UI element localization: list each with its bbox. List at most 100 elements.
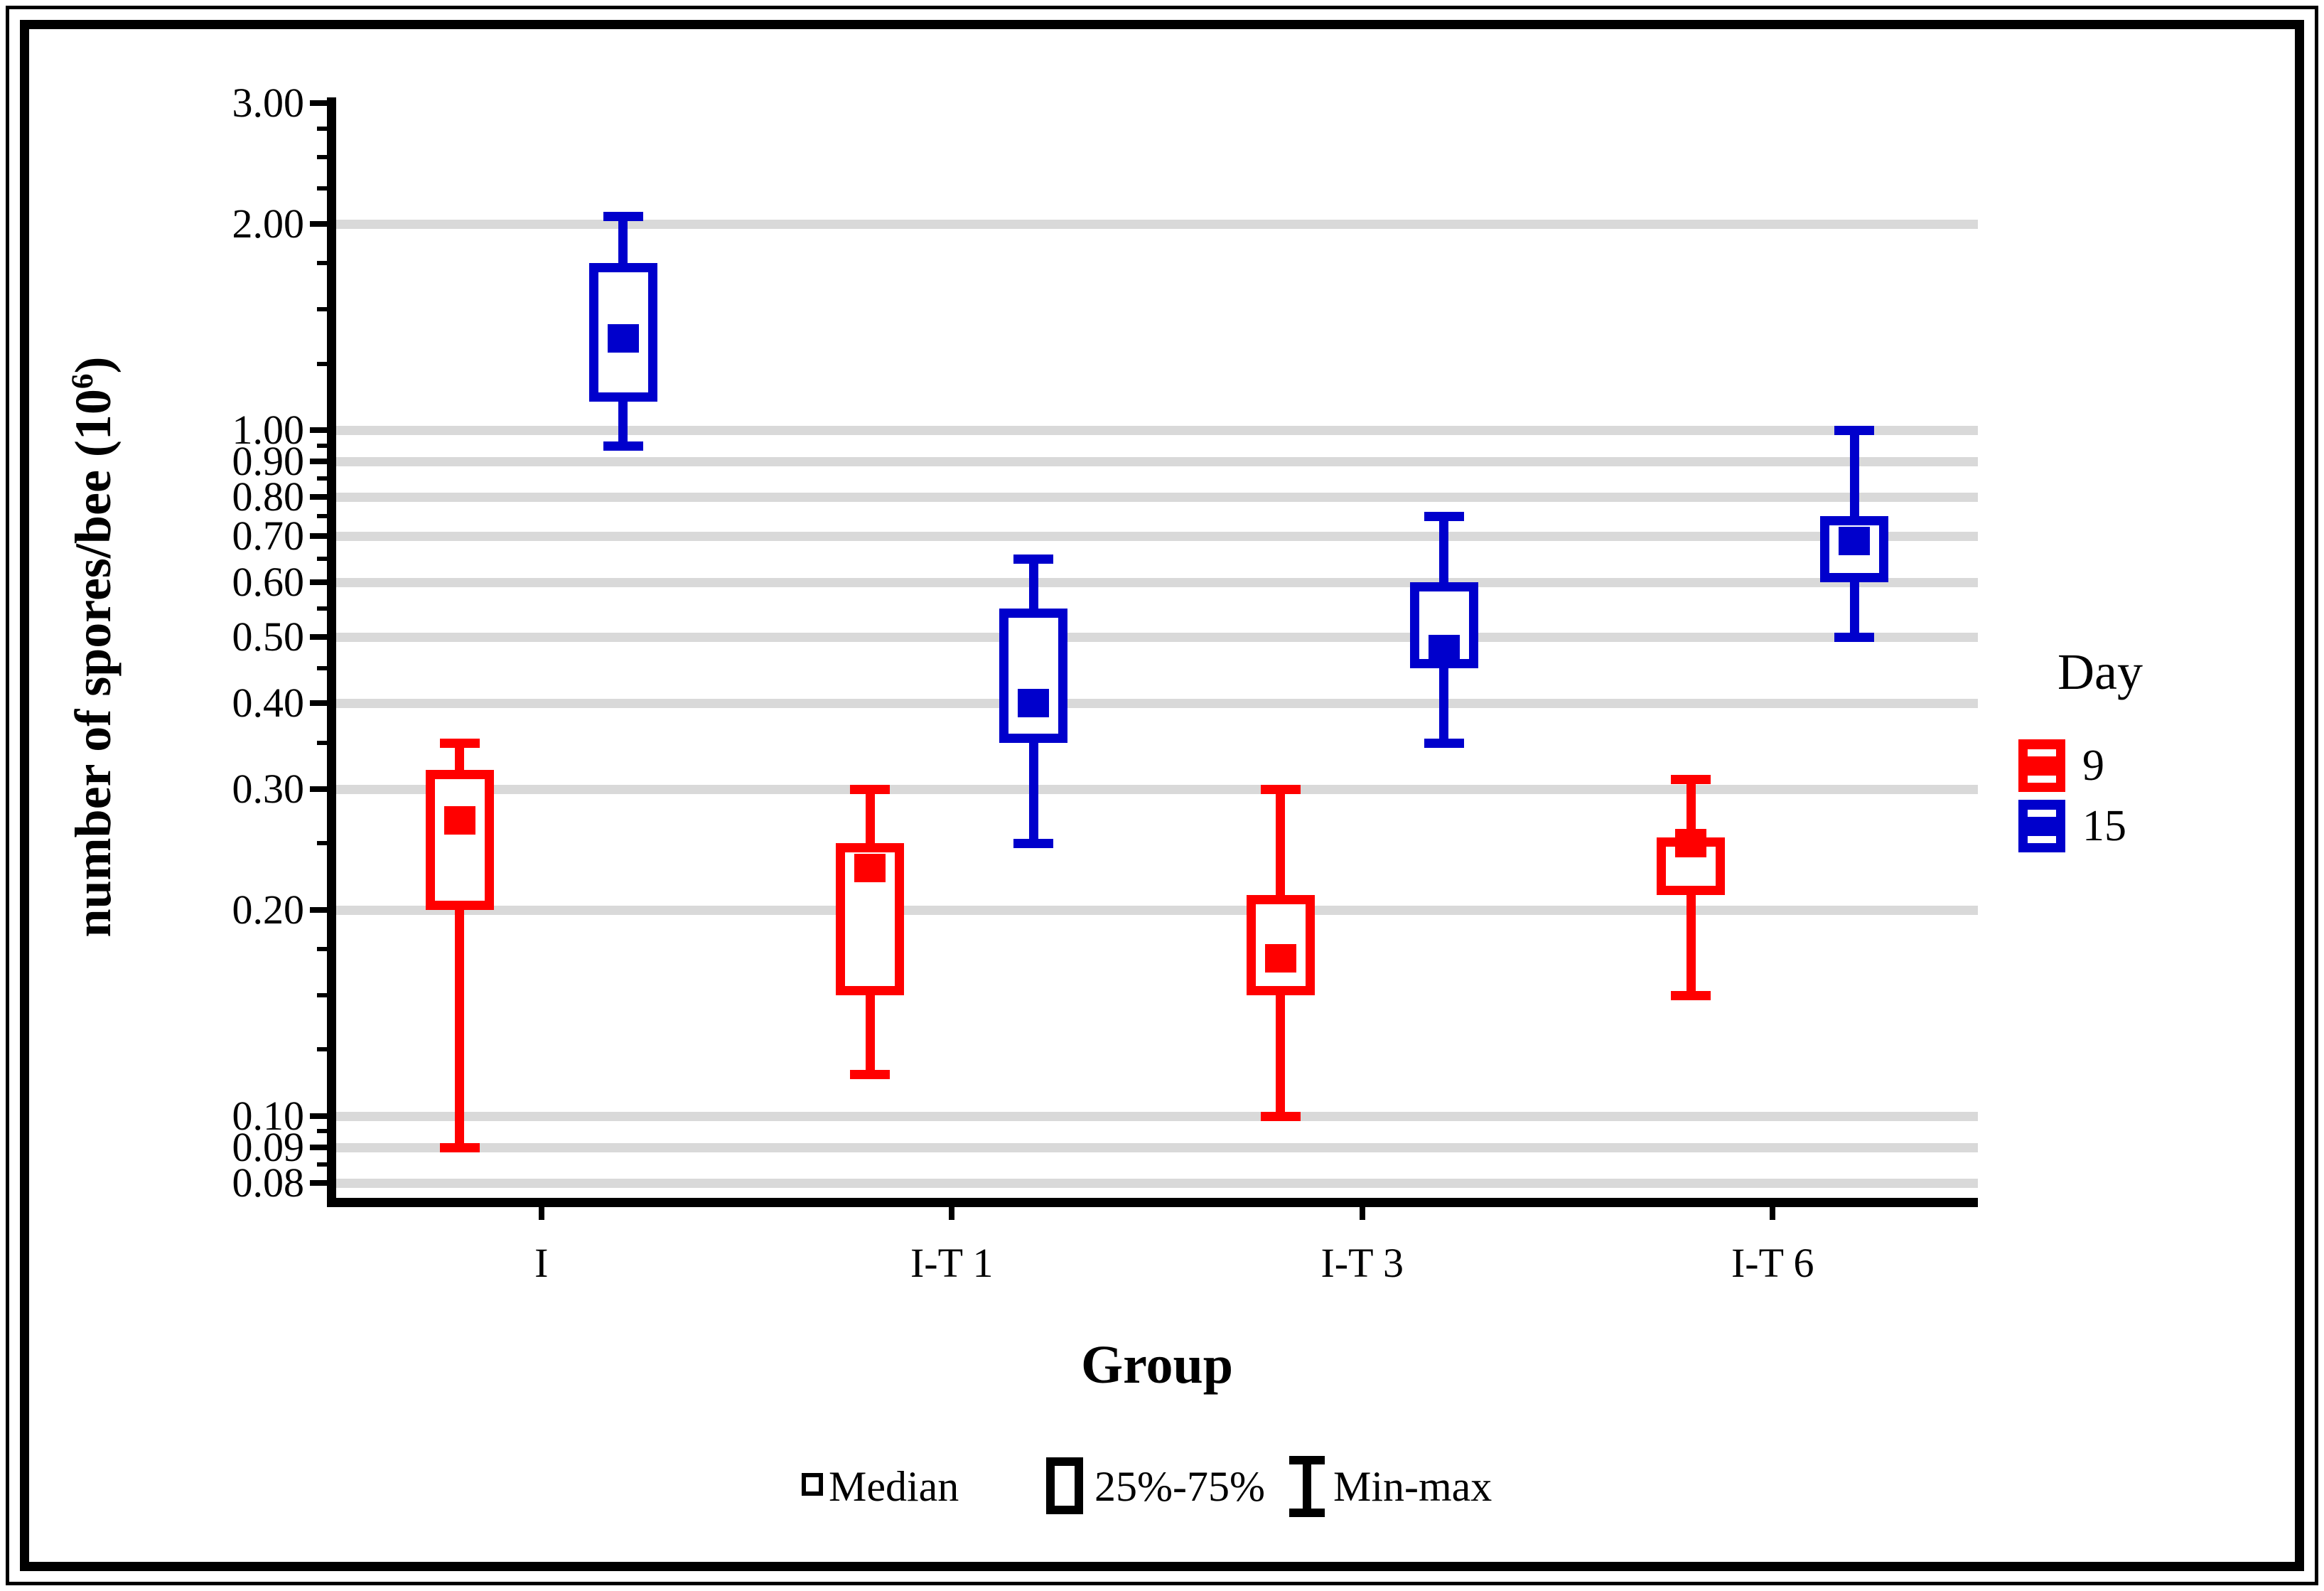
y-minor-tick: [317, 476, 327, 481]
x-axis-title: Group: [1080, 1335, 1233, 1395]
whisker-max-cap-day9-I: [439, 738, 480, 748]
whisker-min-cap-day15-I-T3: [1424, 738, 1464, 748]
chart-border: [20, 20, 2304, 1571]
whisker-max-cap-day9-I-T1: [850, 784, 891, 794]
y-major-tick: [310, 1179, 327, 1186]
x-tick: [1770, 1207, 1776, 1220]
median-marker-day15-I-T3: [1428, 634, 1460, 663]
iqr-box-day15-I-T3: [1409, 582, 1478, 668]
whisker-max-cap-day9-I-T3: [1260, 784, 1301, 794]
gridline: [336, 492, 1978, 502]
y-minor-tick: [317, 443, 327, 448]
median-marker-icon: [802, 1473, 823, 1496]
x-category-label: I: [534, 1240, 549, 1286]
y-minor-tick: [317, 513, 327, 518]
y-minor-tick: [317, 606, 327, 611]
y-axis-title-close: ): [65, 356, 122, 374]
y-minor-tick: [317, 261, 327, 266]
x-axis-line: [327, 1198, 1978, 1207]
gridline: [336, 632, 1978, 642]
legend-swatch-box-mark-icon: [2028, 836, 2056, 843]
y-minor-tick: [317, 186, 327, 191]
whisker-max-cap-day9-I-T6: [1671, 774, 1711, 784]
y-minor-tick: [317, 1129, 327, 1134]
gridline: [336, 699, 1978, 709]
median-marker-day9-I-T1: [854, 853, 886, 882]
y-tick-label: 0.20: [232, 886, 305, 933]
x-category-label: I-T 1: [910, 1240, 994, 1286]
y-tick-label: 1.00: [232, 407, 305, 454]
y-major-tick: [310, 633, 327, 640]
iqr-box-day15-I-T1: [999, 608, 1068, 743]
median-marker-day9-I-T3: [1264, 943, 1296, 973]
y-major-tick: [310, 1113, 327, 1119]
y-minor-tick: [317, 947, 327, 952]
y-tick-label: 0.08: [232, 1159, 305, 1206]
iqr-box-day9-I-T3: [1246, 895, 1315, 996]
legend-swatch-day15-icon: [2018, 800, 2065, 852]
median-marker-day15-I-T1: [1018, 689, 1050, 718]
whisker-min-cap-day9-I-T6: [1671, 991, 1711, 1001]
y-axis-title-text: number of spores/bee (10: [65, 389, 122, 938]
y-tick-label: 3.00: [232, 79, 305, 126]
y-axis-line: [327, 97, 336, 1207]
whisker-min-cap-day15-I: [603, 441, 643, 451]
y-tick-label: 0.80: [232, 473, 305, 520]
whisker-line: [1303, 1456, 1311, 1517]
y-minor-tick: [317, 127, 327, 132]
whisker-min-cap-day9-I-T1: [850, 1070, 891, 1080]
gridline: [336, 457, 1978, 467]
x-category-label: I-T 3: [1320, 1240, 1404, 1286]
whisker-max-cap-day15-I-T1: [1013, 554, 1054, 564]
legend-title: Day: [2057, 643, 2143, 700]
y-minor-tick: [317, 307, 327, 312]
whisker-max-cap-day15-I-T6: [1834, 426, 1875, 436]
outer-border: [6, 6, 2318, 1585]
x-tick: [949, 1207, 955, 1220]
y-major-tick: [310, 427, 327, 434]
min-max-whisker-icon: [1289, 1456, 1325, 1517]
y-major-tick: [310, 1145, 327, 1151]
legend-label-day9: 9: [2082, 741, 2104, 790]
whisker-min-cap-day15-I-T1: [1013, 838, 1054, 848]
whisker-max-cap-day15-I-T3: [1424, 511, 1464, 521]
median-marker-day9-I-T6: [1675, 828, 1707, 857]
y-minor-tick: [317, 1047, 327, 1052]
median-marker-day15-I: [607, 324, 639, 353]
gridline: [336, 905, 1978, 915]
legend-swatch-day9-icon: [2018, 739, 2065, 792]
iqr-box-day9-I-T6: [1657, 837, 1726, 896]
legend-label-day15: 15: [2082, 802, 2126, 850]
legend-swatch-median-mark-icon: [2028, 810, 2056, 817]
y-major-tick: [310, 579, 327, 586]
gridline: [336, 578, 1978, 588]
y-tick-label: 0.90: [232, 438, 305, 485]
gridline: [336, 532, 1978, 542]
y-major-tick: [310, 100, 327, 106]
minmax-legend-label: Min-max: [1333, 1463, 1492, 1510]
y-major-tick: [310, 220, 327, 227]
legend-swatch-median-mark-icon: [2028, 749, 2056, 756]
y-major-tick: [310, 906, 327, 913]
y-tick-label: 0.30: [232, 765, 305, 812]
x-tick: [538, 1207, 544, 1220]
y-major-tick: [310, 786, 327, 792]
gridline: [336, 426, 1978, 436]
y-major-tick: [310, 493, 327, 500]
median-marker-day9-I: [443, 805, 475, 835]
y-tick-label: 0.60: [232, 559, 305, 606]
y-minor-tick: [317, 993, 327, 998]
y-axis-title: number of spores/bee (106): [53, 220, 122, 1073]
box-25-75-icon: [1046, 1457, 1083, 1514]
y-major-tick: [310, 700, 327, 707]
iqr-box-day9-I: [425, 769, 494, 910]
y-tick-label: 0.10: [232, 1092, 305, 1139]
x-tick: [1359, 1207, 1365, 1220]
y-minor-tick: [317, 665, 327, 670]
whisker-min-cap-day9-I: [439, 1143, 480, 1153]
x-category-label: I-T 6: [1731, 1240, 1814, 1286]
y-minor-tick: [317, 740, 327, 745]
y-axis-title-exponent: 6: [66, 373, 99, 390]
y-tick-label: 0.40: [232, 680, 305, 727]
